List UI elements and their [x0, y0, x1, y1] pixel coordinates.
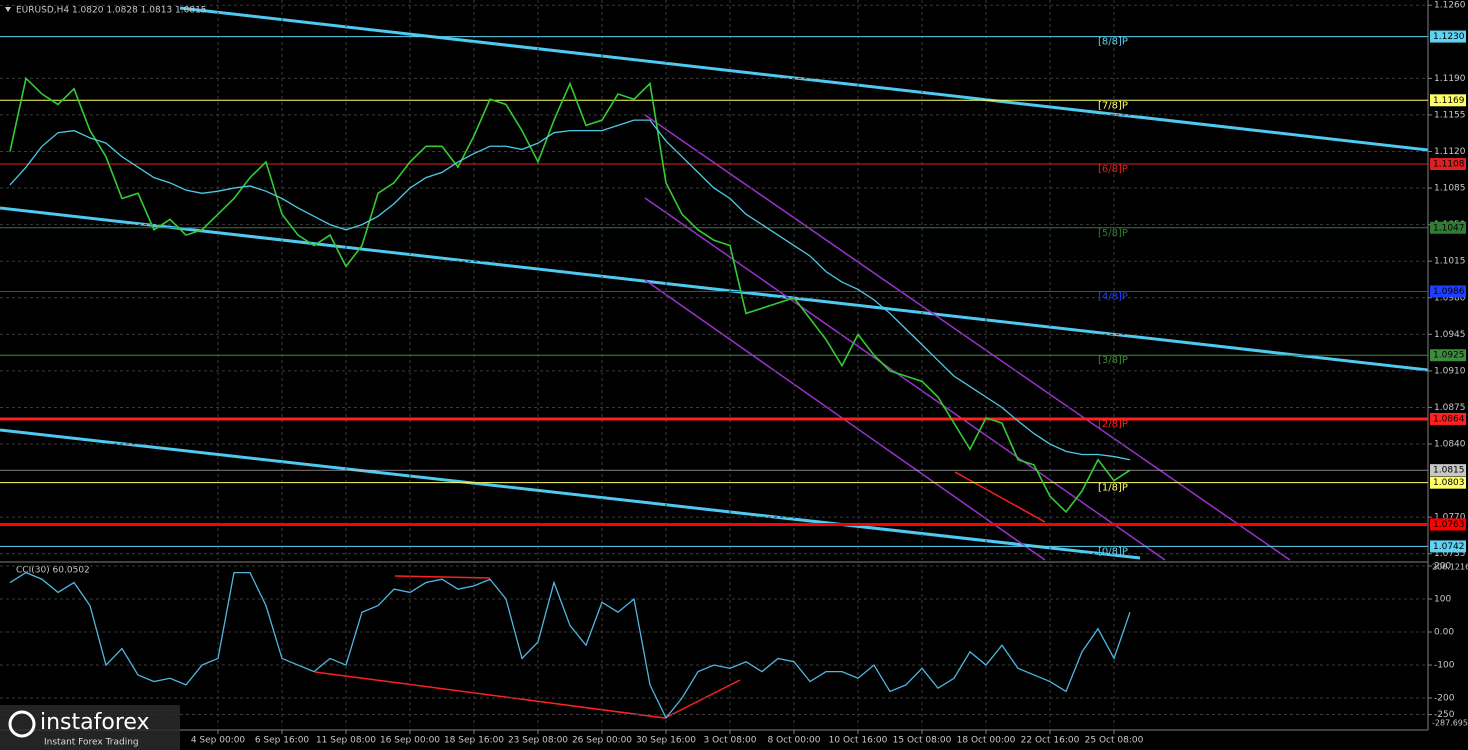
- level-label: 1.1108: [1433, 160, 1465, 170]
- level-label: 1.1230: [1433, 32, 1465, 42]
- level-box: [1430, 221, 1466, 234]
- level-box: [1430, 94, 1466, 107]
- y-tick-label: 1.1155: [1434, 110, 1466, 120]
- x-tick-label: 23 Sep 08:00: [508, 736, 568, 746]
- x-tick-label: 8 Oct 00:00: [768, 736, 821, 746]
- y-tick-label: -100: [1434, 661, 1455, 671]
- level-label: 1.1047: [1433, 223, 1465, 233]
- trend-line: [179, 6, 1429, 152]
- level-name: [2/8]P: [1098, 419, 1128, 430]
- y-tick-label: 1.0945: [1434, 330, 1466, 340]
- x-tick-label: 26 Sep 00:00: [572, 736, 632, 746]
- price-box: [1430, 518, 1466, 531]
- x-tick-label: 10 Oct 16:00: [829, 736, 888, 746]
- level-box: [1430, 30, 1466, 43]
- level-box: [1430, 412, 1466, 425]
- y-tick-label: -250: [1434, 710, 1455, 720]
- level-name: [3/8]P: [1098, 355, 1128, 366]
- level-name: [8/8]P: [1098, 37, 1128, 48]
- level-box: [1430, 476, 1466, 489]
- watermark-tagline: Instant Forex Trading: [44, 738, 139, 748]
- y-tick-label: 1.1015: [1434, 257, 1466, 267]
- level-name: [6/8]P: [1098, 164, 1128, 175]
- indicator-title: CCI(30) 60.0502: [16, 566, 90, 576]
- x-tick-label: 11 Sep 08:00: [316, 736, 376, 746]
- level-box: [1430, 540, 1466, 553]
- x-tick-label: 25 Oct 08:00: [1085, 736, 1144, 746]
- divergence-line: [664, 679, 741, 719]
- level-name: [7/8]P: [1098, 100, 1128, 111]
- y-tick-label: 0.00: [1434, 628, 1454, 638]
- x-tick-label: 18 Oct 00:00: [957, 736, 1016, 746]
- y-tick-label: 1.0875: [1434, 403, 1466, 413]
- y-tick-label: 1.0770: [1434, 513, 1466, 523]
- y-limit-label: 206.1216: [1432, 563, 1468, 572]
- level-name: [4/8]P: [1098, 291, 1128, 302]
- series-line: [9, 76, 1131, 514]
- price-box: [1430, 464, 1466, 477]
- chart-title: EURUSD,H4 1.0820 1.0828 1.0813 1.0815: [16, 6, 207, 16]
- channel-line: [644, 114, 1291, 561]
- y-tick-label: 1.0980: [1434, 293, 1466, 303]
- x-tick-label: 3 Oct 08:00: [704, 736, 757, 746]
- y-tick-label: 1.1085: [1434, 184, 1466, 194]
- y-tick-label: 1.0840: [1434, 440, 1466, 450]
- watermark: instaforex Instant Forex Trading: [0, 705, 180, 750]
- y-tick-label: -200: [1434, 694, 1455, 704]
- level-box: [1430, 158, 1466, 171]
- y-tick-label: 100: [1434, 595, 1451, 605]
- price-label: 1.0815: [1433, 466, 1465, 476]
- series-line: [9, 119, 1131, 461]
- level-name: [1/8]P: [1098, 483, 1128, 494]
- y-tick-label: 1.0735: [1434, 549, 1466, 559]
- level-box: [1430, 285, 1466, 298]
- y-tick-label: 200: [1434, 562, 1451, 572]
- level-label: 1.0986: [1433, 287, 1465, 297]
- y-tick-label: 1.1120: [1434, 147, 1466, 157]
- y-tick-label: 1.0910: [1434, 366, 1466, 376]
- level-name: [5/8]P: [1098, 228, 1128, 239]
- level-label: 1.1169: [1433, 96, 1465, 106]
- level-label: 1.0742: [1433, 542, 1465, 552]
- watermark-box: [0, 705, 180, 750]
- level-label: 1.0803: [1433, 478, 1465, 488]
- x-tick-label: 22 Oct 16:00: [1021, 736, 1080, 746]
- y-limit-label: -287.695: [1432, 719, 1468, 728]
- x-tick-label: 6 Sep 16:00: [255, 736, 310, 746]
- y-tick-label: 1.1190: [1434, 74, 1466, 84]
- x-tick-label: 15 Oct 08:00: [893, 736, 952, 746]
- trend-line: [0, 428, 1141, 560]
- x-tick-label: 4 Sep 00:00: [191, 736, 246, 746]
- watermark-logo: [8, 710, 36, 738]
- x-tick-label: 30 Sep 16:00: [636, 736, 696, 746]
- y-tick-label: 1.1260: [1434, 1, 1466, 11]
- watermark-brand: instaforex: [40, 710, 150, 735]
- x-tick-label: 16 Sep 00:00: [380, 736, 440, 746]
- level-label: 1.0925: [1433, 351, 1465, 361]
- x-tick-label: 18 Sep 16:00: [444, 736, 504, 746]
- level-label: 1.0864: [1433, 414, 1465, 424]
- support-line: [954, 471, 1046, 523]
- channel-line: [644, 197, 1166, 561]
- level-box: [1430, 349, 1466, 362]
- series-line: [9, 571, 1131, 720]
- price-label: 1.0763: [1433, 520, 1465, 530]
- trend-line: [0, 206, 1429, 372]
- divergence-line: [314, 671, 666, 719]
- level-name: [0/8]P: [1098, 546, 1128, 557]
- menu-icon: [5, 7, 11, 12]
